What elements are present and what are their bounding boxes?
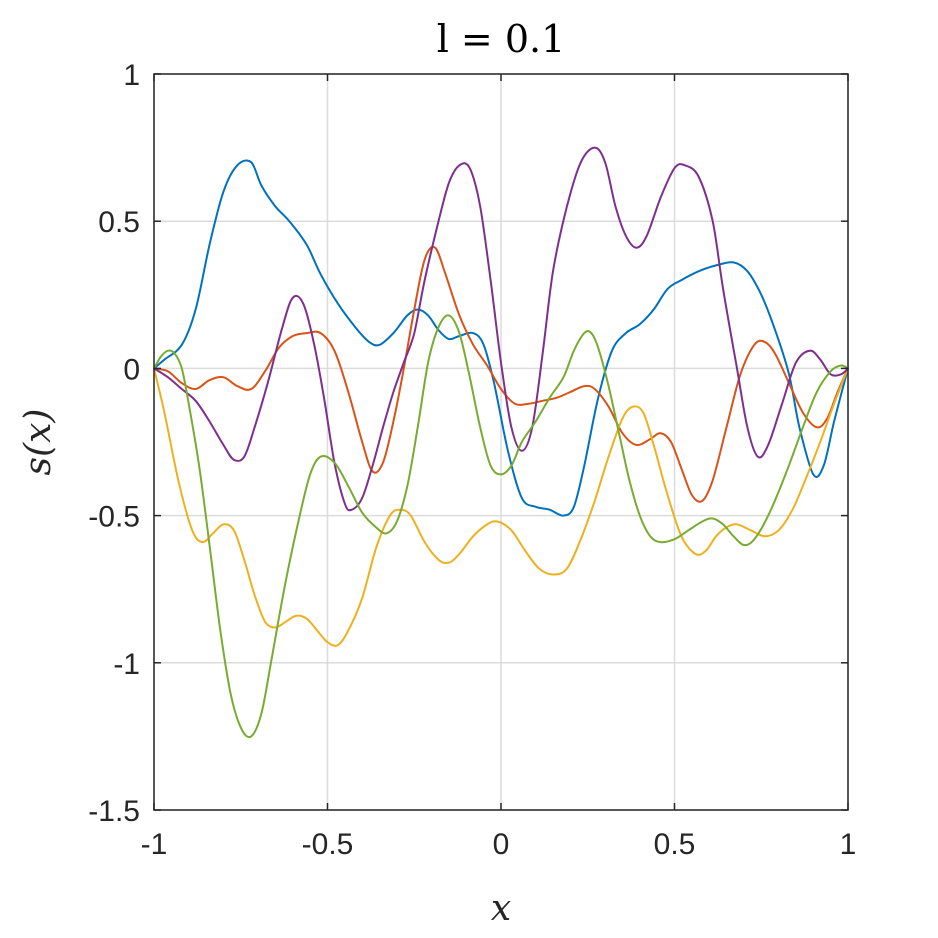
x-tick-label: 0.5 <box>654 828 696 861</box>
grid-lines <box>153 73 849 811</box>
series-line-3 <box>153 367 849 647</box>
y-axis-label: s(x) <box>18 409 59 476</box>
y-tick-label: -1 <box>113 648 140 681</box>
x-tick-labels: -1 -0.5 0 0.5 1 <box>141 828 857 861</box>
y-tick-labels: -1.5 -1 -0.5 0 0.5 1 <box>88 59 140 828</box>
y-tick-label: -0.5 <box>88 501 140 534</box>
x-tick-label: -0.5 <box>302 828 354 861</box>
y-tick-label: 0.5 <box>98 206 140 239</box>
x-tick-label: 0 <box>493 828 510 861</box>
y-tick-label: 1 <box>123 59 140 92</box>
series-group <box>153 146 849 739</box>
y-tick-label: 0 <box>123 353 140 386</box>
chart-title: l = 0.1 <box>437 17 566 61</box>
tick-marks <box>153 73 849 811</box>
series-line-1 <box>153 159 849 517</box>
x-tick-label: -1 <box>141 828 168 861</box>
series-line-4 <box>153 146 849 512</box>
x-tick-label: 1 <box>840 828 857 861</box>
y-tick-label: -1.5 <box>88 795 140 828</box>
x-axis-label: x <box>491 888 511 929</box>
series-line-5 <box>153 314 849 739</box>
